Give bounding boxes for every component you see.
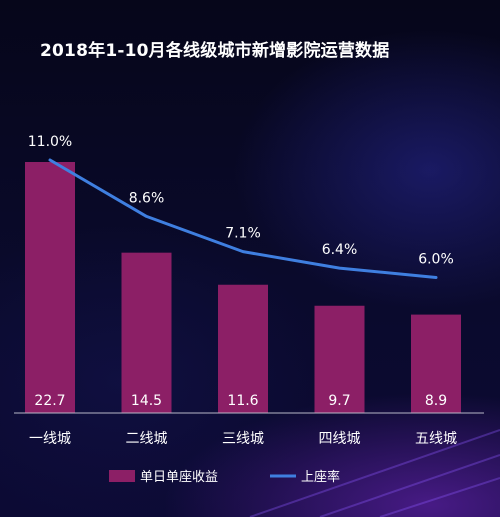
bar-value-label-1: 22.7 — [34, 393, 65, 409]
legend-bar-swatch — [109, 470, 135, 482]
line-value-label-4: 6.4% — [322, 242, 358, 258]
line-value-labels: 11.0% 8.6% 7.1% 6.4% 6.0% — [28, 134, 454, 278]
bar-series — [25, 162, 461, 413]
line-value-label-5: 6.0% — [418, 252, 454, 268]
bar-value-label-3: 11.6 — [227, 393, 258, 409]
bar-4 — [314, 305, 365, 413]
bar-2 — [121, 252, 172, 413]
bar-3 — [218, 284, 268, 413]
line-value-label-3: 7.1% — [225, 226, 261, 242]
x-tick-label-2: 二线城 — [126, 431, 168, 447]
line-value-label-2: 8.6% — [129, 190, 165, 206]
legend-line-label: 上座率 — [301, 469, 340, 485]
bar-value-label-4: 9.7 — [328, 393, 350, 409]
bar-5 — [411, 314, 461, 413]
bar-value-label-5: 8.9 — [425, 393, 447, 409]
legend-bar-label: 单日单座收益 — [140, 470, 218, 485]
legend: 单日单座收益 上座率 — [109, 469, 340, 485]
bar-value-labels: 22.7 14.5 11.6 9.7 8.9 — [34, 393, 447, 409]
x-tick-label-5: 五线城 — [415, 431, 457, 447]
x-tick-label-4: 四线城 — [319, 431, 361, 447]
chart-title: 2018年1-10月各线级城市新增影院运营数据 — [40, 41, 390, 61]
line-series-path — [48, 158, 438, 279]
x-tick-label-1: 一线城 — [29, 431, 71, 447]
line-value-label-1: 11.0% — [28, 134, 72, 150]
bar-value-label-2: 14.5 — [131, 393, 162, 409]
x-tick-label-3: 三线城 — [222, 431, 264, 447]
x-tick-labels: 一线城 二线城 三线城 四线城 五线城 — [29, 431, 457, 447]
bar-1 — [25, 162, 75, 413]
decorative-streaks — [249, 429, 500, 517]
